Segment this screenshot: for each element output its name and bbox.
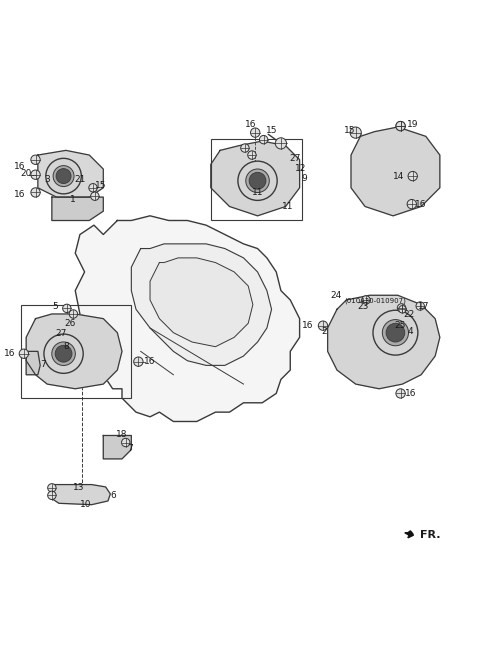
- Text: 11: 11: [252, 188, 264, 197]
- Text: 24: 24: [330, 291, 342, 300]
- Text: 1: 1: [70, 195, 76, 204]
- Circle shape: [362, 296, 370, 304]
- Polygon shape: [405, 531, 413, 537]
- Text: 6: 6: [111, 491, 117, 500]
- Text: 3: 3: [44, 175, 50, 184]
- Text: 18: 18: [116, 430, 128, 439]
- Text: 21: 21: [74, 175, 85, 184]
- Text: 9: 9: [301, 174, 307, 183]
- Text: 14: 14: [393, 172, 404, 180]
- Text: 7: 7: [41, 360, 47, 369]
- Circle shape: [121, 438, 130, 447]
- Text: FR.: FR.: [420, 530, 441, 540]
- Text: 16: 16: [302, 321, 313, 330]
- Circle shape: [44, 334, 83, 373]
- Text: 15: 15: [344, 126, 356, 135]
- Circle shape: [238, 161, 277, 200]
- Circle shape: [53, 165, 74, 186]
- Text: 13: 13: [73, 483, 85, 493]
- Text: 4: 4: [408, 327, 414, 337]
- Bar: [22, 304, 132, 398]
- Text: 17: 17: [418, 302, 429, 312]
- Circle shape: [31, 188, 40, 197]
- Circle shape: [46, 158, 81, 194]
- Circle shape: [133, 357, 143, 366]
- Circle shape: [396, 389, 405, 398]
- Circle shape: [386, 323, 405, 342]
- Text: 8: 8: [63, 342, 69, 351]
- Text: 7: 7: [128, 444, 133, 453]
- Circle shape: [350, 127, 361, 138]
- Circle shape: [31, 170, 40, 179]
- Circle shape: [416, 302, 424, 310]
- Text: (010430-010907): (010430-010907): [344, 297, 406, 304]
- Circle shape: [56, 169, 71, 184]
- Text: 27: 27: [56, 329, 67, 338]
- Circle shape: [91, 192, 99, 200]
- Circle shape: [396, 121, 405, 131]
- Text: 15: 15: [266, 126, 277, 135]
- Circle shape: [69, 310, 78, 318]
- Circle shape: [62, 304, 71, 312]
- Circle shape: [249, 173, 266, 189]
- Circle shape: [408, 171, 418, 181]
- Text: 20: 20: [21, 169, 32, 178]
- Text: 16: 16: [144, 357, 156, 366]
- Polygon shape: [328, 295, 440, 389]
- Text: 16: 16: [405, 389, 417, 398]
- Text: 19: 19: [407, 120, 419, 129]
- Text: 16: 16: [14, 162, 26, 171]
- Circle shape: [240, 144, 249, 152]
- Text: 27: 27: [289, 154, 300, 163]
- Text: 26: 26: [64, 319, 75, 328]
- Polygon shape: [26, 314, 122, 389]
- Circle shape: [246, 169, 269, 193]
- Text: 16: 16: [415, 199, 427, 209]
- Text: 10: 10: [80, 500, 91, 509]
- Text: 15: 15: [95, 181, 107, 190]
- Polygon shape: [211, 141, 300, 216]
- Circle shape: [89, 184, 97, 192]
- Text: 16: 16: [4, 349, 15, 358]
- Text: 16: 16: [245, 120, 256, 129]
- Circle shape: [276, 138, 287, 149]
- Text: 11: 11: [282, 202, 294, 211]
- Circle shape: [48, 483, 56, 492]
- Circle shape: [19, 349, 28, 358]
- Circle shape: [373, 310, 418, 355]
- Circle shape: [248, 151, 256, 159]
- Text: 12: 12: [295, 163, 306, 173]
- Circle shape: [318, 321, 328, 331]
- Text: 22: 22: [404, 310, 415, 319]
- Circle shape: [259, 135, 268, 144]
- Text: 5: 5: [53, 302, 59, 312]
- Circle shape: [48, 491, 56, 499]
- Bar: [211, 138, 302, 220]
- Text: 25: 25: [395, 321, 406, 330]
- Text: 16: 16: [14, 190, 26, 199]
- Circle shape: [52, 342, 75, 365]
- Circle shape: [251, 128, 260, 137]
- Polygon shape: [26, 352, 40, 375]
- Circle shape: [31, 155, 40, 165]
- Circle shape: [399, 306, 406, 313]
- Polygon shape: [52, 197, 103, 220]
- Circle shape: [55, 345, 72, 362]
- Polygon shape: [132, 244, 272, 365]
- Text: 2: 2: [321, 327, 327, 337]
- Circle shape: [396, 121, 405, 131]
- Polygon shape: [351, 127, 440, 216]
- Circle shape: [397, 304, 406, 312]
- Circle shape: [407, 199, 417, 209]
- Polygon shape: [38, 150, 103, 197]
- Polygon shape: [75, 216, 300, 422]
- Polygon shape: [52, 485, 110, 504]
- Circle shape: [383, 319, 408, 346]
- Text: 23: 23: [357, 302, 368, 312]
- Polygon shape: [150, 258, 253, 347]
- Polygon shape: [103, 436, 132, 459]
